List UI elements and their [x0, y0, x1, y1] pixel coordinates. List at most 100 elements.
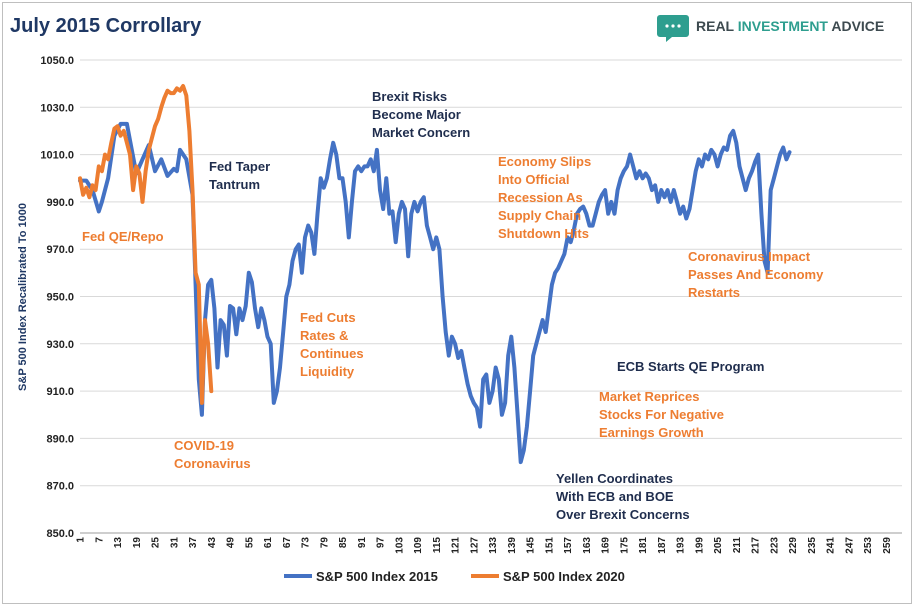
- annotation-line: Coronavirus Impact: [688, 249, 811, 264]
- annotation-line: Become Major: [372, 107, 461, 122]
- x-tick-label: 103: [394, 537, 405, 554]
- x-tick-label: 193: [676, 537, 687, 554]
- annotation-line: Shutdown Hits: [498, 226, 589, 241]
- annotation-line: Supply Chain: [498, 208, 581, 223]
- annotation: Fed QE/Repo: [82, 229, 164, 244]
- x-tick-label: 229: [788, 537, 799, 554]
- y-tick-label: 930.0: [46, 339, 74, 351]
- annotation-line: COVID-19: [174, 438, 234, 453]
- x-tick-label: 127: [469, 537, 480, 554]
- y-axis-label: S&P 500 Index Recalibrated To 1000: [17, 203, 29, 391]
- legend: S&P 500 Index 2015 S&P 500 Index 2020: [284, 569, 625, 584]
- x-tick-label: 217: [751, 537, 762, 554]
- annotation: Coronavirus Impact Passes And Economy Rest…: [688, 249, 824, 300]
- brand-part-2: INVESTMENT: [738, 18, 829, 34]
- x-tick-label: 43: [207, 537, 218, 549]
- x-tick-label: 109: [413, 537, 424, 554]
- legend-label: S&P 500 Index 2020: [503, 569, 625, 584]
- x-tick-label: 73: [301, 537, 312, 549]
- x-tick-label: 49: [226, 537, 237, 549]
- x-tick-label: 91: [357, 537, 368, 549]
- x-tick-label: 157: [563, 537, 574, 554]
- brand-part-3: ADVICE: [828, 18, 884, 34]
- x-tick-label: 223: [769, 537, 780, 554]
- y-tick-label: 1030.0: [40, 102, 74, 114]
- annotation-line: Earnings Growth: [599, 425, 704, 440]
- x-tick-label: 67: [282, 537, 293, 549]
- annotation-line: Coronavirus: [174, 456, 251, 471]
- brand-name: REAL INVESTMENT ADVICE: [696, 18, 884, 34]
- series-line-2015: [78, 121, 792, 465]
- x-tick-label: 259: [882, 537, 893, 554]
- x-tick-label: 175: [619, 537, 630, 554]
- y-tick-label: 870.0: [46, 481, 74, 493]
- legend-label: S&P 500 Index 2015: [316, 569, 438, 584]
- x-tick-label: 19: [132, 537, 143, 549]
- annotation-line: Brexit Risks: [372, 89, 447, 104]
- series-lines: [78, 84, 792, 465]
- annotation: Fed Cuts Rates & Continues Liquidity: [300, 310, 364, 379]
- series-line-2020: [78, 84, 214, 405]
- annotation-line: Rates &: [300, 328, 348, 343]
- annotation: Brexit Risks Become Major Market Concern: [372, 89, 470, 140]
- x-tick-label: 1: [76, 537, 87, 543]
- y-tick-label: 950.0: [46, 292, 74, 304]
- annotation: Economy Slips Into Official Recession As Su…: [498, 154, 591, 241]
- annotation-line: ECB Starts QE Program: [617, 359, 764, 374]
- annotation: Yellen Coordinates With ECB and BOE Over B…: [556, 471, 690, 522]
- x-tick-label: 253: [863, 537, 874, 554]
- x-tick-label: 181: [638, 537, 649, 554]
- annotation-line: Into Official: [498, 172, 570, 187]
- x-tick-label: 121: [451, 537, 462, 554]
- annotation-line: Fed Taper: [209, 159, 270, 174]
- x-tick-label: 151: [544, 537, 555, 554]
- brand-logo: REAL INVESTMENT ADVICE: [657, 15, 884, 42]
- annotation: Fed Taper Tantrum: [209, 159, 270, 192]
- x-tick-label: 55: [244, 537, 255, 549]
- x-tick-label: 139: [507, 537, 518, 554]
- speech-bubble-icon: [657, 15, 689, 42]
- y-tick-label: 990.0: [46, 197, 74, 209]
- y-tick-label: 970.0: [46, 244, 74, 256]
- annotations: Fed QE/Repo COVID-19 Coronavirus Fed Taper T…: [82, 89, 824, 522]
- x-tick-label: 7: [94, 537, 105, 543]
- x-tick-label: 61: [263, 537, 274, 549]
- annotation-line: Liquidity: [300, 364, 355, 379]
- x-tick-label: 79: [319, 537, 330, 549]
- x-tick-label: 85: [338, 537, 349, 549]
- annotation-line: Recession As: [498, 190, 583, 205]
- chart-title: July 2015 Corrollary: [10, 15, 202, 37]
- x-tick-label: 115: [432, 537, 443, 554]
- y-tick-label: 890.0: [46, 433, 74, 445]
- x-tick-label: 97: [376, 537, 387, 549]
- x-tick-label: 235: [807, 537, 818, 554]
- y-tick-label: 1010.0: [40, 150, 74, 162]
- annotation: ECB Starts QE Program: [617, 359, 764, 374]
- annotation-line: Market Concern: [372, 125, 470, 140]
- x-tick-label: 31: [169, 537, 180, 549]
- x-tick-label: 211: [732, 537, 743, 554]
- annotation-line: Over Brexit Concerns: [556, 507, 690, 522]
- annotation: Market Reprices Stocks For Negative Earnin…: [599, 389, 724, 440]
- x-tick-label: 199: [694, 537, 705, 554]
- x-tick-label: 241: [826, 537, 837, 554]
- y-tick-label: 850.0: [46, 528, 74, 540]
- x-tick-label: 205: [713, 537, 724, 554]
- annotation-line: Continues: [300, 346, 364, 361]
- x-tick-label: 145: [526, 537, 537, 554]
- annotation-line: Economy Slips: [498, 154, 591, 169]
- annotation-line: Yellen Coordinates: [556, 471, 673, 486]
- annotation: COVID-19 Coronavirus: [174, 438, 251, 471]
- annotation-line: Tantrum: [209, 177, 260, 192]
- brand-part-1: REAL: [696, 18, 738, 34]
- x-tick-label: 133: [488, 537, 499, 554]
- x-tick-label: 25: [151, 537, 162, 549]
- y-axis-ticks: 850.0 870.0 890.0 910.0 930.0 950.0 970.0 990.0…: [40, 55, 74, 540]
- annotation-line: Passes And Economy: [688, 267, 824, 282]
- annotation-line: Stocks For Negative: [599, 407, 724, 422]
- annotation-line: Market Reprices: [599, 389, 699, 404]
- annotation-line: With ECB and BOE: [556, 489, 674, 504]
- x-tick-label: 37: [188, 537, 199, 549]
